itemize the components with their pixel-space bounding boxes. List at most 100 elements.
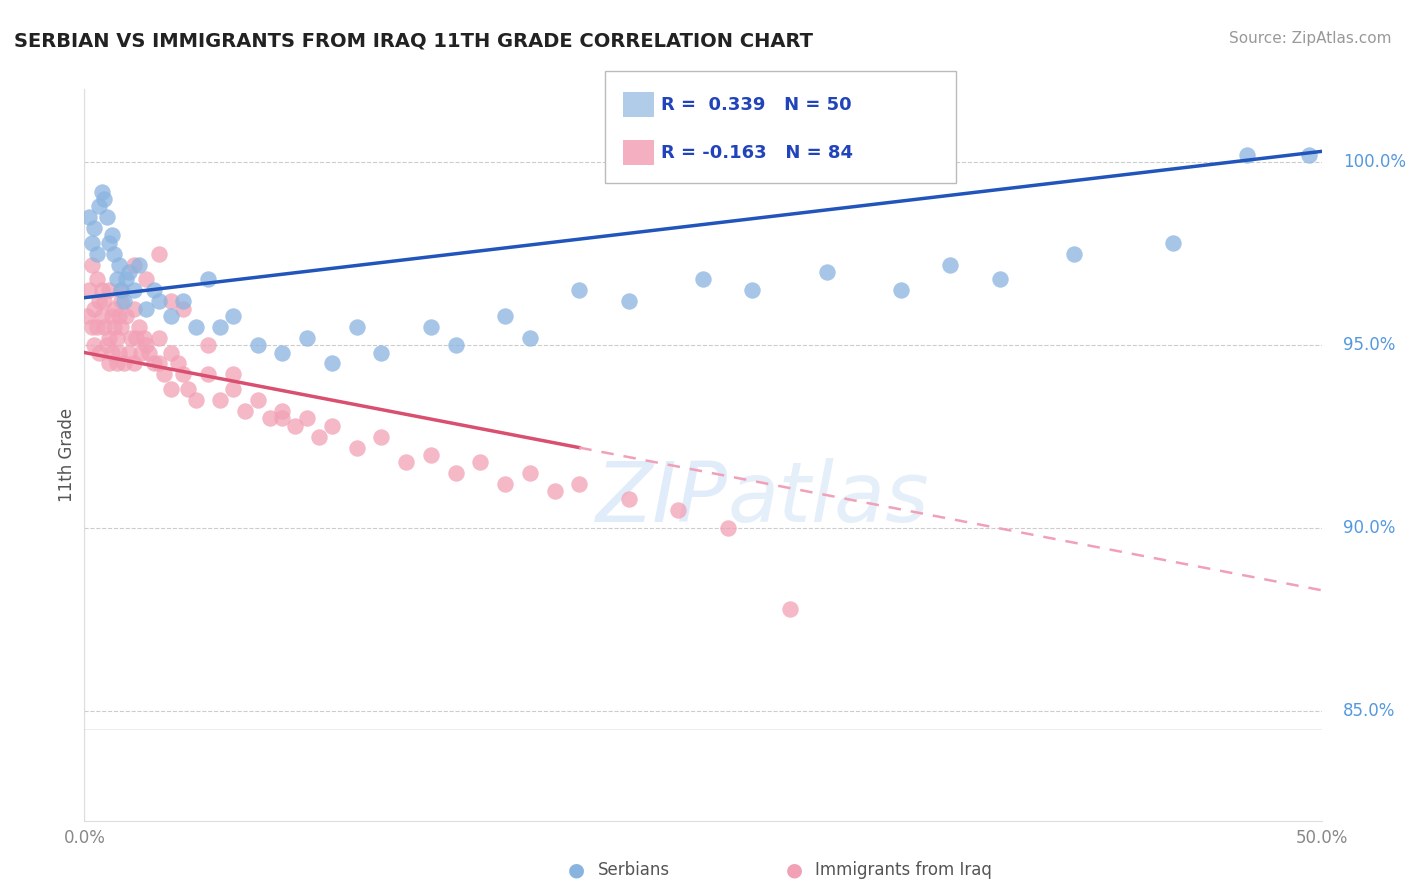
Point [295, 411, 318, 425]
Point [271, 345, 294, 359]
Point [444, 338, 467, 352]
Point [271, 404, 294, 418]
Point [89, 294, 111, 309]
Point [779, 601, 801, 615]
Point [395, 455, 418, 469]
Point [105, 357, 128, 371]
Point [259, 411, 281, 425]
Point [100, 309, 122, 323]
Point [98, 331, 121, 345]
Point [160, 294, 183, 309]
Point [86, 320, 108, 334]
Point [115, 272, 138, 286]
Point [209, 320, 232, 334]
Point [83, 221, 105, 235]
Point [135, 272, 157, 286]
Point [568, 477, 591, 491]
Point [86, 247, 108, 261]
Point [142, 357, 165, 371]
Point [692, 272, 714, 286]
Point [89, 345, 111, 359]
Point [83, 338, 105, 352]
Point [98, 284, 121, 298]
Text: R =  0.339   N = 50: R = 0.339 N = 50 [661, 95, 852, 113]
Text: 95.0%: 95.0% [1343, 336, 1395, 354]
Point [108, 309, 131, 323]
Point [76, 309, 98, 323]
Point [890, 284, 912, 298]
Point [321, 357, 343, 371]
Point [617, 294, 640, 309]
Point [148, 247, 170, 261]
Point [568, 284, 591, 298]
Point [122, 258, 145, 272]
Point [80, 320, 103, 334]
Point [108, 345, 131, 359]
Point [93, 294, 115, 309]
Point [79, 284, 101, 298]
Text: atlas: atlas [728, 458, 929, 540]
Point [1298, 148, 1320, 162]
Point [103, 247, 125, 261]
Point [93, 192, 115, 206]
Point [470, 455, 492, 469]
Point [246, 393, 269, 408]
Point [988, 272, 1011, 286]
Point [122, 284, 145, 298]
Point [209, 393, 232, 408]
Point [419, 320, 441, 334]
Text: Source: ZipAtlas.com: Source: ZipAtlas.com [1229, 31, 1392, 46]
Point [105, 331, 128, 345]
Point [108, 258, 131, 272]
Point [167, 357, 190, 371]
Point [666, 503, 689, 517]
Point [160, 382, 183, 396]
Point [142, 284, 165, 298]
Point [96, 338, 118, 352]
Point [83, 301, 105, 316]
Text: 100.0%: 100.0% [1343, 153, 1406, 171]
Point [519, 467, 541, 481]
Y-axis label: 11th Grade: 11th Grade [58, 408, 76, 502]
Point [132, 331, 155, 345]
Point [100, 345, 122, 359]
Point [86, 272, 108, 286]
Point [90, 309, 112, 323]
Point [172, 368, 194, 382]
Point [197, 368, 219, 382]
Point [148, 331, 170, 345]
Point [295, 331, 318, 345]
Point [233, 404, 256, 418]
Text: ZIP: ZIP [596, 458, 728, 540]
Point [1063, 247, 1085, 261]
Point [197, 338, 219, 352]
Text: Serbians: Serbians [598, 861, 669, 879]
Text: 85.0%: 85.0% [1343, 702, 1395, 720]
Point [321, 418, 343, 433]
Point [271, 411, 294, 425]
Text: 90.0%: 90.0% [1343, 519, 1395, 537]
Point [138, 345, 160, 359]
Point [135, 338, 157, 352]
Point [741, 284, 763, 298]
Point [105, 272, 128, 286]
Point [80, 258, 103, 272]
Point [939, 258, 962, 272]
Point [222, 382, 245, 396]
Point [112, 294, 135, 309]
Point [346, 441, 368, 455]
Point [184, 393, 207, 408]
Point [103, 301, 125, 316]
Point [110, 294, 132, 309]
Point [135, 301, 157, 316]
Point [222, 309, 245, 323]
Point [160, 345, 183, 359]
Point [308, 430, 330, 444]
Point [90, 284, 112, 298]
Text: ●: ● [568, 860, 585, 880]
Point [184, 320, 207, 334]
Point [172, 301, 194, 316]
Point [122, 357, 145, 371]
Point [128, 258, 150, 272]
Point [284, 418, 307, 433]
